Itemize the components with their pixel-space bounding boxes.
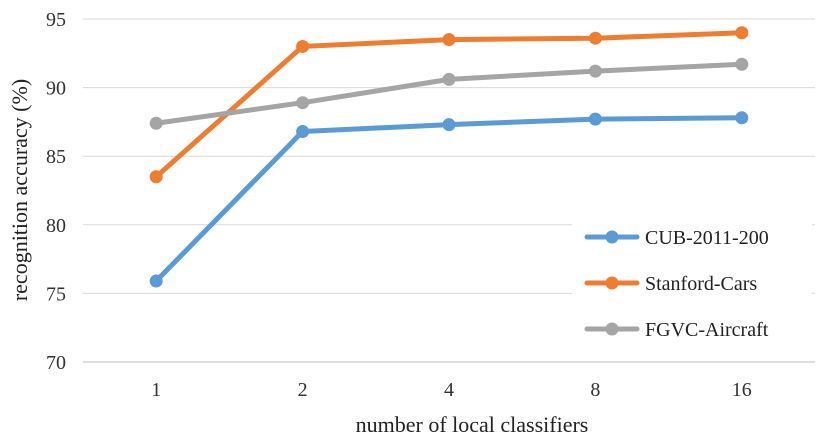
y-tick-label: 85 — [46, 146, 66, 168]
data-point — [149, 170, 163, 184]
legend-label: Stanford-Cars — [645, 273, 757, 295]
data-point — [735, 57, 749, 71]
data-point — [296, 39, 310, 53]
legend: CUB-2011-200 Stanford-Cars FGVC-Aircraft — [584, 227, 769, 341]
legend-marker — [605, 322, 619, 336]
y-axis-ticks: 70 75 80 85 90 95 — [46, 9, 66, 374]
x-tick-label: 2 — [298, 379, 308, 401]
legend-label: CUB-2011-200 — [645, 227, 769, 249]
y-tick-label: 75 — [46, 283, 66, 305]
legend-label: FGVC-Aircraft — [645, 319, 769, 341]
gridlines — [83, 18, 815, 363]
data-point — [442, 72, 456, 86]
y-tick-label: 70 — [46, 352, 66, 374]
data-point — [588, 31, 602, 45]
x-tick-label: 4 — [444, 379, 454, 401]
data-point — [588, 112, 602, 126]
x-axis-title: number of local classifiers — [356, 412, 589, 437]
y-axis-title: recognition accuracy (%) — [7, 79, 32, 301]
data-point — [149, 274, 163, 288]
y-tick-label: 90 — [46, 78, 66, 100]
x-axis-ticks: 1 2 4 8 16 — [151, 379, 752, 401]
data-point — [735, 26, 749, 40]
series-lines — [149, 26, 749, 288]
series-line — [153, 30, 745, 180]
x-tick-label: 8 — [590, 379, 600, 401]
y-tick-label: 80 — [46, 215, 66, 237]
legend-marker — [605, 230, 619, 244]
legend-marker — [605, 276, 619, 290]
data-point — [149, 116, 163, 130]
data-point — [442, 33, 456, 47]
x-tick-label: 16 — [732, 379, 752, 401]
y-tick-label: 95 — [46, 9, 66, 31]
data-point — [296, 96, 310, 110]
data-point — [735, 111, 749, 125]
data-point — [588, 64, 602, 78]
x-tick-label: 1 — [151, 379, 161, 401]
data-point — [296, 125, 310, 139]
data-point — [442, 118, 456, 132]
